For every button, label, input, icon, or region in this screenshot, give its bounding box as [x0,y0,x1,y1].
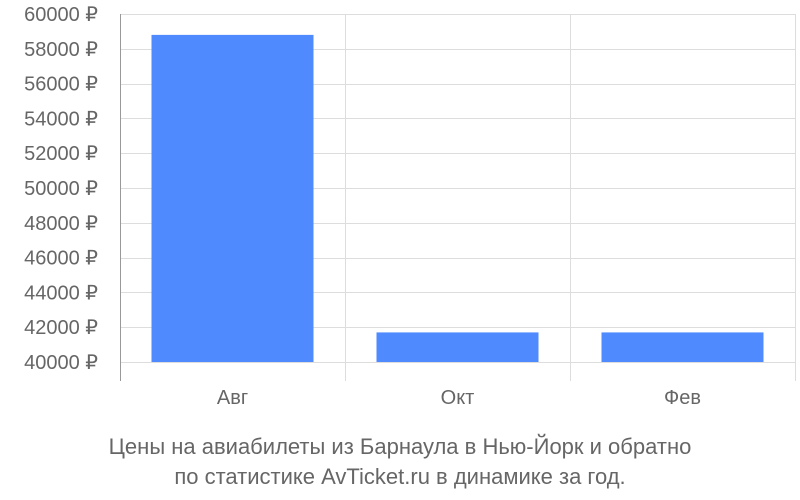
y-axis-tick-labels: 40000 ₽ 42000 ₽ 44000 ₽ 46000 ₽ 48000 ₽ 50000… [24,4,98,374]
price-bar-chart: 40000 ₽ 42000 ₽ 44000 ₽ 46000 ₽ 48000 ₽ 50000… [24,4,796,409]
bars [151,34,764,362]
bar-Окт [376,332,539,362]
y-tick-label: 44000 ₽ [24,282,98,304]
x-category-label: Фев [664,387,701,409]
chart-caption-line-2: по статистике AvTicket.ru в динамике за … [174,464,626,489]
bar-Фев [601,332,764,362]
y-tick-label: 58000 ₽ [24,39,98,61]
y-tick-label: 48000 ₽ [24,213,98,235]
x-category-label: Авг [217,387,248,409]
y-tick-label: 50000 ₽ [24,178,98,200]
y-tick-label: 56000 ₽ [24,74,98,96]
y-tick-label: 42000 ₽ [24,317,98,339]
bar-Авг [151,34,314,362]
y-tick-label: 52000 ₽ [24,143,98,165]
y-tick-label: 60000 ₽ [24,4,98,26]
x-axis-category-labels: Авг Окт Фев [217,387,701,409]
y-tick-label: 54000 ₽ [24,108,98,130]
y-tick-label: 40000 ₽ [24,352,98,374]
axes [120,14,796,381]
x-category-label: Окт [441,387,475,409]
chart-caption-line-1: Цены на авиабилеты из Барнаула в Нью-Йор… [108,434,692,459]
y-tick-label: 46000 ₽ [24,248,98,270]
